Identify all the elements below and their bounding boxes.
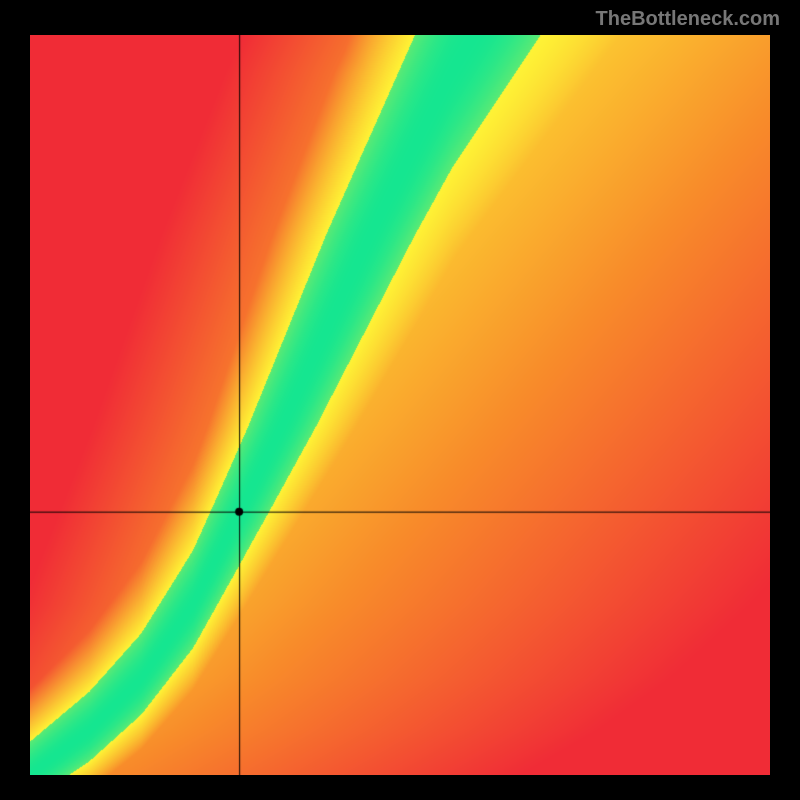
- heatmap-plot: [30, 35, 770, 775]
- chart-container: TheBottleneck.com: [0, 0, 800, 800]
- heatmap-canvas: [30, 35, 770, 775]
- watermark-text: TheBottleneck.com: [596, 8, 780, 31]
